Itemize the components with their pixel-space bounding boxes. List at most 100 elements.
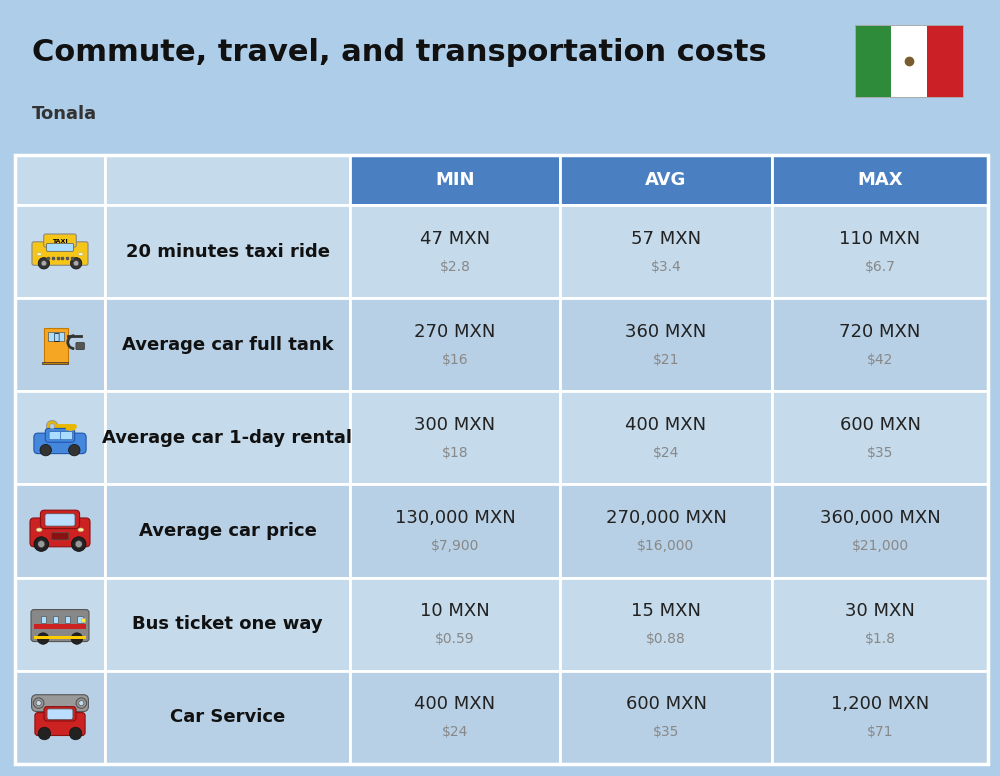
Text: Average car full tank: Average car full tank xyxy=(122,336,333,354)
Bar xyxy=(44,327,68,363)
Text: $16: $16 xyxy=(442,353,468,367)
Bar xyxy=(772,484,988,577)
Bar xyxy=(772,391,988,484)
Bar xyxy=(15,670,105,764)
Text: 600 MXN: 600 MXN xyxy=(626,695,706,713)
FancyBboxPatch shape xyxy=(30,518,90,547)
Bar xyxy=(15,155,988,764)
Circle shape xyxy=(37,633,49,644)
Text: $42: $42 xyxy=(867,353,893,367)
Text: 1,200 MXN: 1,200 MXN xyxy=(831,695,929,713)
Bar xyxy=(15,484,105,577)
FancyBboxPatch shape xyxy=(34,433,86,454)
Bar xyxy=(560,670,772,764)
Circle shape xyxy=(40,445,51,456)
Bar xyxy=(350,577,560,670)
Text: 130,000 MXN: 130,000 MXN xyxy=(395,509,515,527)
Bar xyxy=(855,25,963,97)
Text: Car Service: Car Service xyxy=(170,708,285,726)
Circle shape xyxy=(74,261,79,266)
FancyBboxPatch shape xyxy=(76,342,84,350)
Text: 💧: 💧 xyxy=(53,331,59,341)
Bar xyxy=(105,205,350,298)
Bar xyxy=(772,298,988,391)
Text: 400 MXN: 400 MXN xyxy=(625,416,707,434)
Text: $0.59: $0.59 xyxy=(435,632,475,646)
Circle shape xyxy=(71,633,83,644)
Bar xyxy=(15,155,105,205)
Text: MIN: MIN xyxy=(435,171,475,189)
Bar xyxy=(15,205,105,298)
Bar xyxy=(560,484,772,577)
FancyBboxPatch shape xyxy=(32,242,88,265)
FancyBboxPatch shape xyxy=(49,431,61,440)
FancyBboxPatch shape xyxy=(44,707,76,721)
Text: 360 MXN: 360 MXN xyxy=(625,323,707,341)
Bar xyxy=(560,577,772,670)
Text: $18: $18 xyxy=(442,446,468,460)
Bar xyxy=(105,391,350,484)
Text: Average car price: Average car price xyxy=(139,522,316,540)
Text: $0.88: $0.88 xyxy=(646,632,686,646)
Bar xyxy=(53,615,58,623)
Bar xyxy=(34,636,86,639)
Text: 300 MXN: 300 MXN xyxy=(414,416,496,434)
Text: 600 MXN: 600 MXN xyxy=(840,416,921,434)
Text: Average car 1-day rental: Average car 1-day rental xyxy=(103,429,352,447)
Text: $6.7: $6.7 xyxy=(865,260,895,274)
Bar xyxy=(105,670,350,764)
Text: 270,000 MXN: 270,000 MXN xyxy=(606,509,726,527)
Circle shape xyxy=(50,424,55,429)
Text: MAX: MAX xyxy=(857,171,903,189)
Bar xyxy=(927,25,963,97)
Bar xyxy=(560,298,772,391)
Bar xyxy=(891,25,927,97)
Bar xyxy=(350,298,560,391)
Ellipse shape xyxy=(78,253,83,256)
Circle shape xyxy=(75,541,82,547)
Text: $21,000: $21,000 xyxy=(851,539,909,553)
Bar xyxy=(560,155,772,205)
Circle shape xyxy=(33,698,44,708)
FancyBboxPatch shape xyxy=(51,532,69,540)
Bar xyxy=(560,391,772,484)
Text: 20 minutes taxi ride: 20 minutes taxi ride xyxy=(126,243,330,261)
FancyBboxPatch shape xyxy=(47,244,73,251)
Bar xyxy=(77,615,83,623)
Circle shape xyxy=(34,537,49,552)
Ellipse shape xyxy=(37,253,42,256)
Bar xyxy=(105,155,350,205)
Text: $71: $71 xyxy=(867,726,893,740)
Bar xyxy=(40,615,46,623)
Circle shape xyxy=(69,727,82,740)
Bar xyxy=(350,155,560,205)
Circle shape xyxy=(38,541,45,547)
Text: 15 MXN: 15 MXN xyxy=(631,602,701,620)
Bar xyxy=(350,670,560,764)
Ellipse shape xyxy=(36,528,42,532)
Text: $3.4: $3.4 xyxy=(651,260,681,274)
Text: $24: $24 xyxy=(653,446,679,460)
Circle shape xyxy=(41,261,46,266)
Bar xyxy=(105,298,350,391)
Bar xyxy=(15,391,105,484)
Text: $24: $24 xyxy=(442,726,468,740)
Bar xyxy=(48,332,64,341)
Bar xyxy=(350,205,560,298)
Text: 47 MXN: 47 MXN xyxy=(420,230,490,248)
FancyBboxPatch shape xyxy=(45,428,75,442)
Bar xyxy=(350,391,560,484)
Circle shape xyxy=(70,258,82,269)
Bar xyxy=(15,298,105,391)
Text: AVG: AVG xyxy=(645,171,687,189)
Text: $35: $35 xyxy=(867,446,893,460)
Bar xyxy=(15,577,105,670)
FancyBboxPatch shape xyxy=(61,431,72,440)
Text: $35: $35 xyxy=(653,726,679,740)
Text: 720 MXN: 720 MXN xyxy=(839,323,921,341)
Text: TAXI: TAXI xyxy=(52,239,68,244)
Circle shape xyxy=(46,421,58,432)
Bar xyxy=(772,155,988,205)
FancyBboxPatch shape xyxy=(44,234,76,247)
Text: 110 MXN: 110 MXN xyxy=(839,230,921,248)
